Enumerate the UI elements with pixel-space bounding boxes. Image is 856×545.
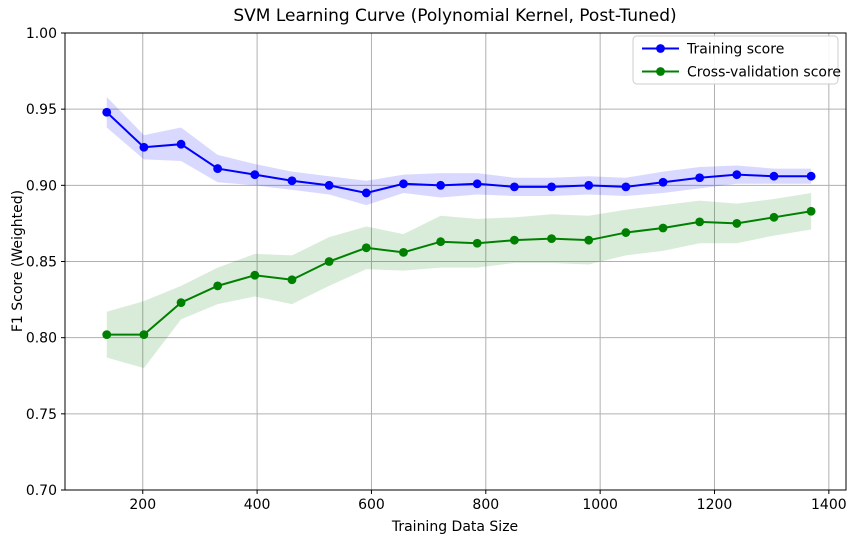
cross-validation-marker: [732, 219, 742, 228]
cross-validation-marker: [324, 257, 334, 266]
cross-validation-marker: [176, 298, 186, 308]
cross-validation-std-band: [106, 192, 812, 369]
training-marker: [806, 171, 816, 181]
x-tick-label: 1200: [697, 497, 733, 513]
legend-label: Cross-validation score: [687, 65, 841, 81]
training-marker: [436, 180, 446, 190]
cross-validation-marker: [102, 330, 112, 340]
cross-validation-marker: [769, 212, 779, 222]
chart-title: SVM Learning Curve (Polynomial Kernel, P…: [233, 6, 676, 26]
training-marker: [399, 179, 408, 189]
cross-validation-marker: [509, 235, 519, 245]
y-tick-label: 0.80: [26, 331, 57, 347]
training-marker: [547, 182, 556, 192]
y-tick-label: 0.85: [26, 255, 57, 271]
cross-validation-marker: [399, 247, 408, 257]
training-std-band: [106, 96, 812, 206]
legend-box: [632, 35, 839, 85]
training-marker: [658, 177, 668, 187]
x-tick-label: 1000: [582, 497, 618, 513]
training-marker: [361, 188, 371, 198]
cross-validation-marker: [250, 270, 260, 280]
series: [102, 96, 816, 369]
training-marker: [621, 182, 631, 192]
ticks: 200 400 600 800 1000 1200 1400 0.70 0.75 0.80 0.85…: [26, 26, 847, 513]
training-marker: [176, 139, 186, 149]
cross-validation-marker: [547, 234, 556, 244]
y-tick-label: 0.70: [26, 483, 57, 499]
cross-validation-marker: [436, 237, 446, 247]
cross-validation-marker: [658, 223, 668, 233]
legend-sample-marker: [656, 67, 665, 76]
training-marker: [695, 173, 705, 183]
y-axis-label: F1 Score (Weighted): [10, 190, 26, 332]
training-marker: [213, 164, 223, 173]
x-tick-label: 800: [472, 497, 499, 513]
cross-validation-marker: [139, 330, 149, 340]
training-marker: [584, 180, 594, 190]
legend: Training score Cross-validation score: [632, 35, 841, 85]
x-tick-label: 200: [129, 497, 156, 513]
training-marker: [472, 179, 482, 189]
cross-validation-marker: [287, 275, 297, 285]
cross-validation-marker: [695, 217, 705, 227]
cross-validation-marker: [361, 243, 371, 253]
x-axis-label: Training Data Size: [391, 519, 518, 535]
x-tick-label: 1400: [811, 497, 847, 513]
cross-validation-marker: [472, 238, 482, 248]
training-marker: [102, 107, 112, 117]
cross-validation-marker: [584, 235, 594, 245]
cross-validation-marker: [213, 281, 223, 291]
y-tick-label: 0.75: [26, 407, 57, 423]
training-marker: [732, 170, 742, 180]
y-tick-label: 0.95: [26, 102, 57, 118]
x-tick-label: 600: [358, 497, 385, 513]
training-marker: [250, 170, 260, 180]
cross-validation-marker: [806, 206, 816, 216]
y-tick-label: 1.00: [26, 26, 57, 42]
training-marker: [287, 176, 297, 186]
training-marker: [769, 171, 779, 181]
training-marker: [509, 182, 519, 192]
cross-validation-marker: [621, 228, 631, 237]
legend-label: Training score: [686, 42, 784, 58]
training-marker: [139, 142, 149, 152]
x-tick-label: 400: [244, 497, 271, 513]
legend-sample-marker: [656, 44, 665, 53]
y-tick-label: 0.90: [26, 178, 57, 194]
training-line: [106, 111, 812, 194]
cross-validation-line: [106, 210, 812, 336]
training-marker: [324, 180, 334, 190]
legend-item-cross-validation: Cross-validation score: [642, 65, 841, 81]
legend-item-training: Training score: [642, 42, 784, 58]
